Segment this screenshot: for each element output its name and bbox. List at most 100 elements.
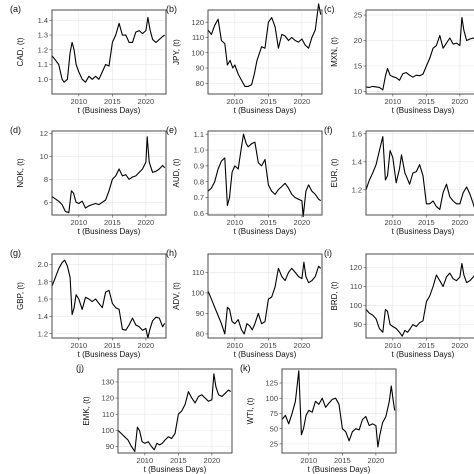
plot-area [365, 253, 474, 339]
y-tick-label: 100 [265, 394, 278, 403]
x-tick-label: 2015 [104, 97, 121, 106]
series-line [365, 17, 474, 91]
y-tick-label: 125 [265, 379, 278, 388]
panel-label: (e) [166, 125, 177, 135]
plot-border [281, 368, 397, 454]
y-axis-title: BRD, (t) [330, 281, 339, 310]
x-tick-label: 2020 [138, 341, 155, 350]
y-tick-label: 110 [350, 282, 362, 291]
y-tick-label: 120 [101, 394, 114, 403]
plot-border [207, 130, 323, 216]
panel-label: (k) [240, 363, 251, 373]
y-tick-label: 1.6 [38, 295, 48, 304]
plot-border [207, 9, 323, 95]
y-tick-label: 120 [349, 263, 362, 272]
y-tick-label: 1.2 [38, 329, 48, 338]
panel-label: (j) [76, 363, 84, 373]
chart-panel: 2010 2015 2020 0.6 0.7 0.8 0.9 1.0 1.1 t (Busines… [166, 125, 323, 236]
x-axis-title: t (Business Days) [234, 106, 297, 115]
plot-border [51, 9, 167, 95]
chart-panel: 2010 2015 2020 6 8 10 12 t (Business Days) NOK, … [10, 125, 167, 236]
y-tick-label: 1.4 [352, 157, 362, 166]
series-line [207, 261, 322, 335]
y-tick-label: 0.6 [194, 209, 204, 218]
plot-area [51, 253, 167, 339]
y-axis-title: GBP, (t) [16, 282, 25, 310]
x-tick-label: 2015 [170, 456, 187, 465]
y-tick-label: 1.4 [38, 312, 48, 321]
y-tick-label: 110 [192, 268, 204, 277]
x-tick-label: 2020 [204, 456, 221, 465]
panel-label: (d) [10, 125, 21, 135]
x-tick-label: 2015 [104, 341, 121, 350]
x-tick-label: 2015 [418, 97, 435, 106]
series-line [51, 259, 166, 339]
y-axis-title: EUR, (t) [330, 158, 339, 187]
y-tick-label: 10 [354, 87, 362, 96]
y-tick-label: 80 [196, 79, 204, 88]
x-axis-title: t (Business Days) [78, 350, 141, 359]
plot-border [365, 253, 474, 339]
panel-label: (i) [324, 248, 332, 258]
y-axis-title: EMK, (t) [82, 396, 91, 426]
series-line [207, 133, 322, 218]
series-line [207, 3, 322, 87]
chart-panel: 2010 2015 2020 1.0 1.1 1.2 1.3 1.4 t (Business D… [10, 4, 167, 115]
y-tick-label: 1.4 [38, 16, 48, 25]
y-axis-title: JPY, (t) [172, 39, 181, 65]
plot-area [365, 130, 474, 216]
x-tick-label: 2010 [226, 341, 243, 350]
panel-label: (f) [324, 125, 333, 135]
series-line [51, 136, 166, 214]
y-tick-label: 1.8 [38, 277, 48, 286]
y-tick-label: 110 [102, 410, 114, 419]
y-tick-label: 8 [44, 175, 48, 184]
y-tick-label: 0.7 [194, 193, 204, 202]
y-tick-label: 130 [101, 378, 114, 387]
y-tick-label: 90 [196, 309, 204, 318]
x-axis-title: t (Business Days) [78, 227, 141, 236]
x-tick-label: 2010 [136, 456, 153, 465]
x-axis-title: t (Business Days) [78, 106, 141, 115]
chart-panel: 2010 2015 2020 80 90 100 110 t (Business Days) A… [166, 248, 323, 359]
y-axis-title: MXN, (t) [330, 37, 339, 67]
plot-border [51, 253, 167, 339]
y-tick-label: 100 [349, 301, 362, 310]
y-tick-label: 10 [40, 152, 48, 161]
series-line [281, 370, 396, 448]
x-tick-label: 2020 [138, 97, 155, 106]
x-tick-label: 2010 [300, 456, 317, 465]
y-tick-label: 1.6 [352, 129, 362, 138]
x-tick-label: 2015 [260, 341, 277, 350]
plot-area [207, 9, 323, 95]
x-tick-label: 2020 [452, 218, 469, 227]
x-axis-title: t (Business Days) [392, 227, 455, 236]
y-tick-label: 90 [354, 320, 362, 329]
x-tick-label: 2020 [294, 97, 311, 106]
x-axis-title: t (Business Days) [392, 350, 455, 359]
plot-border [365, 130, 474, 216]
x-tick-label: 2015 [260, 97, 277, 106]
y-tick-label: 0.8 [194, 177, 204, 186]
series-line [365, 262, 474, 337]
x-axis-title: t (Business Days) [234, 227, 297, 236]
y-tick-label: 20 [354, 36, 362, 45]
y-tick-label: 6 [44, 198, 48, 207]
y-axis-title: WTI, (t) [246, 397, 255, 424]
y-tick-label: 25 [354, 11, 362, 20]
y-tick-label: 100 [191, 289, 204, 298]
y-axis-title: AUD, (t) [172, 158, 181, 187]
x-tick-label: 2020 [452, 341, 469, 350]
x-tick-label: 2010 [226, 218, 243, 227]
series-line [365, 136, 474, 210]
y-tick-label: 90 [106, 442, 114, 451]
x-axis-title: t (Business Days) [144, 465, 207, 474]
x-tick-label: 2020 [294, 341, 311, 350]
plot-border [365, 9, 474, 95]
chart-panel: 2010 2015 2020 1.2 1.4 1.6 1.8 2.0 t (Business D… [10, 248, 167, 359]
x-tick-label: 2020 [452, 97, 469, 106]
panel-label: (g) [10, 248, 21, 258]
y-tick-label: 1.1 [194, 130, 204, 139]
y-tick-label: 120 [191, 18, 204, 27]
